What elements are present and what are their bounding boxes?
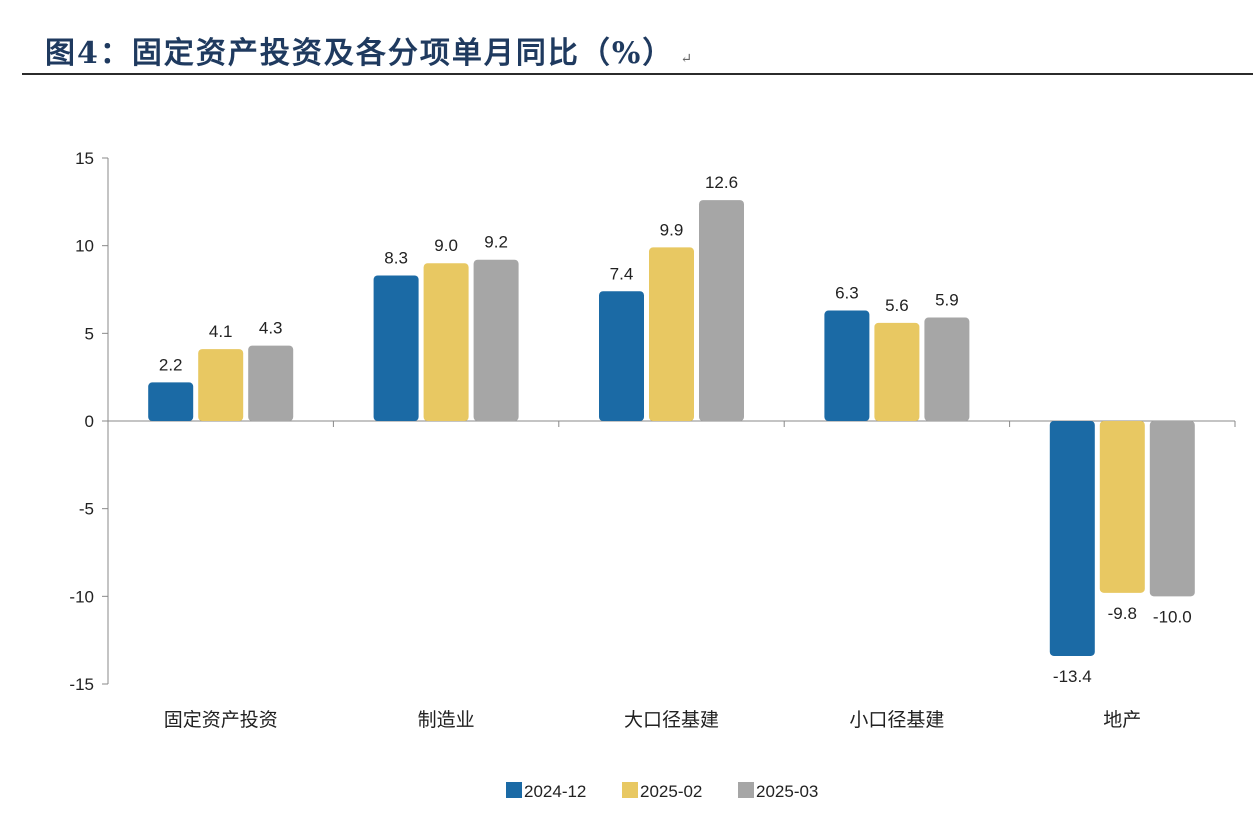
bar [473, 259, 519, 421]
category-label: 固定资产投资 [164, 709, 278, 731]
data-label: 5.6 [885, 296, 909, 315]
bar [599, 291, 644, 421]
return-mark-icon: ↵ [680, 51, 695, 67]
category-label: 制造业 [418, 709, 475, 731]
y-tick-label: -10 [69, 587, 94, 606]
data-label: 9.9 [660, 220, 684, 239]
bar [649, 247, 694, 421]
bar [874, 322, 920, 421]
data-label: -10.0 [1153, 607, 1192, 626]
data-label: 4.3 [259, 319, 283, 338]
legend-swatch [738, 782, 754, 798]
chart-labels: 固定资产投资 2.2 4.1 4.3 制造业 8.3 9.0 9.2 大口径基建 7.4 9.9 12… [159, 173, 1192, 731]
chart-bars [148, 200, 1195, 656]
data-label: 9.0 [434, 236, 458, 255]
data-label: 2.2 [159, 355, 183, 374]
data-label: 7.4 [610, 264, 634, 283]
y-tick-label: 10 [75, 237, 94, 256]
y-tick-label: 15 [75, 149, 94, 168]
legend-label: 2025-02 [640, 782, 702, 801]
figure-title: 图4：固定资产投资及各分项单月同比（%） ↵ [45, 28, 694, 72]
data-label: 9.2 [484, 233, 508, 252]
data-label: 12.6 [705, 173, 738, 192]
bar [423, 263, 469, 421]
data-label: -9.8 [1108, 604, 1137, 623]
legend-swatch [506, 782, 522, 798]
bar [699, 200, 744, 421]
bar [1099, 421, 1145, 593]
data-label: 5.9 [935, 291, 959, 310]
bar [1149, 421, 1195, 597]
bar [248, 345, 294, 421]
y-tick-label: -5 [79, 500, 94, 519]
data-label: -13.4 [1053, 667, 1092, 686]
category-label: 大口径基建 [624, 709, 719, 731]
y-tick-label: -15 [69, 675, 94, 694]
data-label: 4.1 [209, 322, 233, 341]
bar [148, 382, 194, 421]
bar [924, 317, 970, 421]
bar [824, 310, 870, 421]
bar [1049, 421, 1095, 656]
bar [373, 275, 419, 421]
figure-title-text: 图4：固定资产投资及各分项单月同比（%） [45, 36, 675, 71]
figure-header: 图4：固定资产投资及各分项单月同比（%） ↵ [0, 0, 1253, 76]
legend-swatch [622, 782, 638, 798]
data-label: 8.3 [384, 248, 408, 267]
header-rule [22, 73, 1253, 75]
y-tick-label: 0 [85, 412, 94, 431]
data-label: 6.3 [835, 284, 859, 303]
chart-legend: 2024-12 2025-02 2025-03 [506, 782, 818, 801]
category-label: 地产 [1103, 709, 1141, 731]
legend-label: 2025-03 [756, 782, 818, 801]
y-tick-label: 5 [85, 324, 94, 343]
category-label: 小口径基建 [849, 709, 944, 731]
legend-label: 2024-12 [524, 782, 586, 801]
bar [198, 349, 244, 421]
